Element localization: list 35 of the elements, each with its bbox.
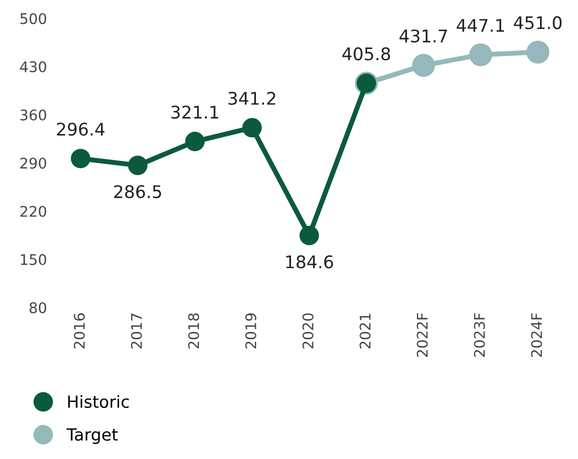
point <box>469 43 492 66</box>
point <box>526 40 550 64</box>
x-tick-label: 2023F <box>474 313 485 357</box>
y-tick-label: 430 <box>20 61 46 72</box>
data-label: 296.4 <box>57 122 104 136</box>
data-label: 451.0 <box>514 16 562 30</box>
data-label: 405.8 <box>342 47 390 60</box>
data-label: 321.1 <box>171 106 218 119</box>
point <box>412 54 436 77</box>
y-tick-label: 360 <box>20 109 46 120</box>
x-tick-label: 2024F <box>531 313 542 357</box>
point <box>242 118 262 138</box>
y-tick-label: 220 <box>20 206 46 217</box>
point <box>300 226 319 246</box>
x-tick-label: 2016 <box>74 313 85 348</box>
x-tick-label: 2021 <box>360 314 371 348</box>
x-tick-label: 2017 <box>130 314 142 348</box>
point <box>185 132 205 152</box>
data-label: 184.6 <box>286 255 333 268</box>
x-tick-label: 2020 <box>302 313 314 348</box>
x-tick-label: 2022F <box>416 313 428 357</box>
y-tick-label: 500 <box>20 13 46 24</box>
y-tick-label: 80 <box>30 302 46 314</box>
point <box>128 156 148 176</box>
legend-label: Target <box>66 428 118 444</box>
x-tick-label: 2018 <box>188 313 200 348</box>
point <box>70 148 90 168</box>
x-tick-label: 2019 <box>245 313 256 348</box>
legend-label: Historic <box>68 395 129 408</box>
data-label: 431.7 <box>400 29 447 43</box>
y-tick-label: 150 <box>20 254 46 266</box>
data-label: 447.1 <box>456 19 504 32</box>
data-label: 286.5 <box>114 185 162 198</box>
y-tick-label: 290 <box>20 158 46 169</box>
data-label: 341.2 <box>228 92 276 105</box>
